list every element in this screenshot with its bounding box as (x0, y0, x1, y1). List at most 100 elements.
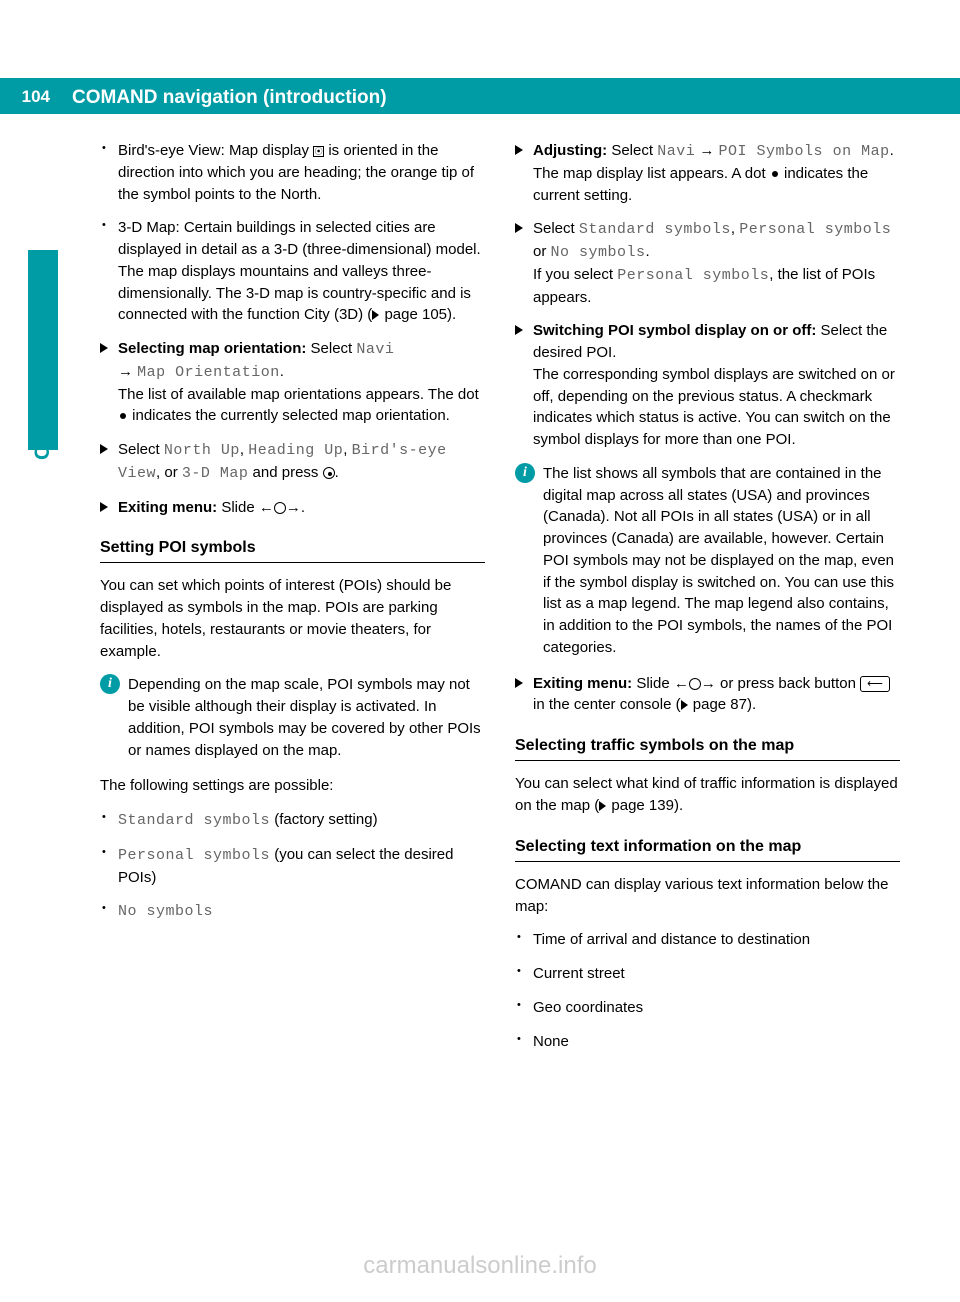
section-heading: Selecting text information on the map (515, 835, 900, 862)
dot-icon (772, 171, 778, 177)
section-heading: Setting POI symbols (100, 536, 485, 563)
text: The map display list appears. A dot (533, 165, 770, 182)
text: The list shows all symbols that are cont… (543, 465, 894, 656)
bullet-icon: • (102, 218, 106, 234)
step-item: Exiting menu: Slide ←→. (100, 497, 485, 519)
watermark: carmanualsonline.info (0, 1249, 960, 1284)
arrow-icon: → (118, 363, 137, 380)
step-item: Adjusting: Select Navi → POI Symbols on … (515, 140, 900, 206)
side-label: Control systems (28, 295, 58, 460)
text: If you select (533, 266, 617, 283)
text: Depending on the map scale, POI symbols … (128, 676, 481, 758)
text: page 105). (380, 306, 456, 323)
step-item: Exiting menu: Slide ←→ or press back but… (515, 673, 900, 717)
info-note: i The list shows all symbols that are co… (515, 463, 900, 659)
text: , (240, 441, 248, 458)
step-label: Adjusting: (533, 142, 607, 159)
text: Select (607, 142, 657, 159)
text: Select (118, 441, 164, 458)
header-title: COMAND navigation (introduction) (60, 78, 960, 114)
bullet-icon: • (102, 901, 106, 917)
step-item: Selecting map orientation: Select Navi →… (100, 338, 485, 427)
text: page 139). (607, 797, 683, 814)
list-item: • Current street (515, 963, 900, 985)
arrow-icon: → (695, 142, 718, 159)
text: Bird's-eye View: Map display (118, 142, 313, 159)
page-number: 104 (0, 78, 60, 114)
right-column: Adjusting: Select Navi → POI Symbols on … (515, 140, 900, 1064)
step-item: Switching POI symbol display on or off: … (515, 320, 900, 451)
menu-ref: POI Symbols on Map (719, 143, 890, 160)
list-item: • Standard symbols (factory setting) (100, 809, 485, 832)
text: and press (248, 464, 322, 481)
text: None (533, 1033, 569, 1050)
info-note: i Depending on the map scale, POI symbol… (100, 674, 485, 761)
paragraph: You can set which points of interest (PO… (100, 575, 485, 662)
step-label: Exiting menu: (533, 675, 632, 692)
text: in the center console ( (533, 696, 681, 713)
paragraph: You can select what kind of traffic info… (515, 773, 900, 817)
menu-ref: 3-D Map (182, 465, 249, 482)
slide-icon: ←→ (674, 675, 716, 692)
list-item: • Geo coordinates (515, 997, 900, 1019)
content-area: • Bird's-eye View: Map display ⦿ is orie… (100, 140, 900, 1064)
text: Geo coordinates (533, 999, 643, 1016)
left-column: • Bird's-eye View: Map display ⦿ is orie… (100, 140, 485, 1064)
bullet-icon: • (517, 998, 521, 1014)
press-icon (323, 467, 335, 479)
ref-icon (372, 310, 379, 320)
bullet-icon: • (517, 930, 521, 946)
list-item: • None (515, 1031, 900, 1053)
text: The list of available map orientations a… (118, 386, 479, 403)
text: Time of arrival and distance to destinat… (533, 931, 810, 948)
menu-ref: No symbols (551, 244, 646, 261)
info-icon: i (100, 674, 120, 694)
text: , (343, 441, 351, 458)
paragraph: COMAND can display various text informat… (515, 874, 900, 918)
ref-icon (681, 700, 688, 710)
slide-icon: ←→ (259, 499, 301, 516)
option-ref: Personal symbols (118, 847, 270, 864)
bullet-icon: • (102, 845, 106, 861)
info-icon: i (515, 463, 535, 483)
text: , (731, 220, 739, 237)
button-icon: ⟵ (860, 676, 890, 692)
menu-ref: North Up (164, 442, 240, 459)
ref-icon (599, 801, 606, 811)
bullet-icon: • (102, 810, 106, 826)
bullet-icon: • (517, 1032, 521, 1048)
option-ref: Standard symbols (118, 812, 270, 829)
text: or (533, 243, 551, 260)
text: Slide (217, 499, 259, 516)
list-item: • Time of arrival and distance to destina… (515, 929, 900, 951)
text: Current street (533, 965, 625, 982)
text: Select (533, 220, 579, 237)
step-item: Select North Up, Heading Up, Bird's-eye … (100, 439, 485, 485)
text: The corresponding symbol displays are sw… (533, 366, 895, 448)
text: , or (156, 464, 182, 481)
text: You can select what kind of traffic info… (515, 775, 898, 814)
paragraph: The following settings are possible: (100, 775, 485, 797)
menu-ref: Personal symbols (739, 221, 891, 238)
section-heading: Selecting traffic symbols on the map (515, 734, 900, 761)
header-bar: 104 COMAND navigation (introduction) (0, 78, 960, 114)
bullet-icon: • (517, 964, 521, 980)
menu-ref: Personal symbols (617, 267, 769, 284)
text: Select (306, 340, 356, 357)
text: (factory setting) (270, 811, 378, 828)
menu-ref: Heading Up (248, 442, 343, 459)
text: page 87). (689, 696, 757, 713)
symbol-icon: ⦿ (313, 146, 324, 157)
text: Slide (632, 675, 674, 692)
dot-icon (120, 413, 126, 419)
list-item: • No symbols (100, 900, 485, 923)
list-item: • 3-D Map: Certain buildings in selected… (100, 217, 485, 326)
text: indicates the currently selected map ori… (128, 407, 450, 424)
menu-ref: Map Orientation (137, 364, 280, 381)
text: or press back button (716, 675, 860, 692)
option-ref: No symbols (118, 903, 213, 920)
menu-ref: Standard symbols (579, 221, 731, 238)
menu-ref: Navi (356, 341, 394, 358)
step-label: Switching POI symbol display on or off: (533, 322, 816, 339)
step-item: Select Standard symbols, Personal symbol… (515, 218, 900, 308)
